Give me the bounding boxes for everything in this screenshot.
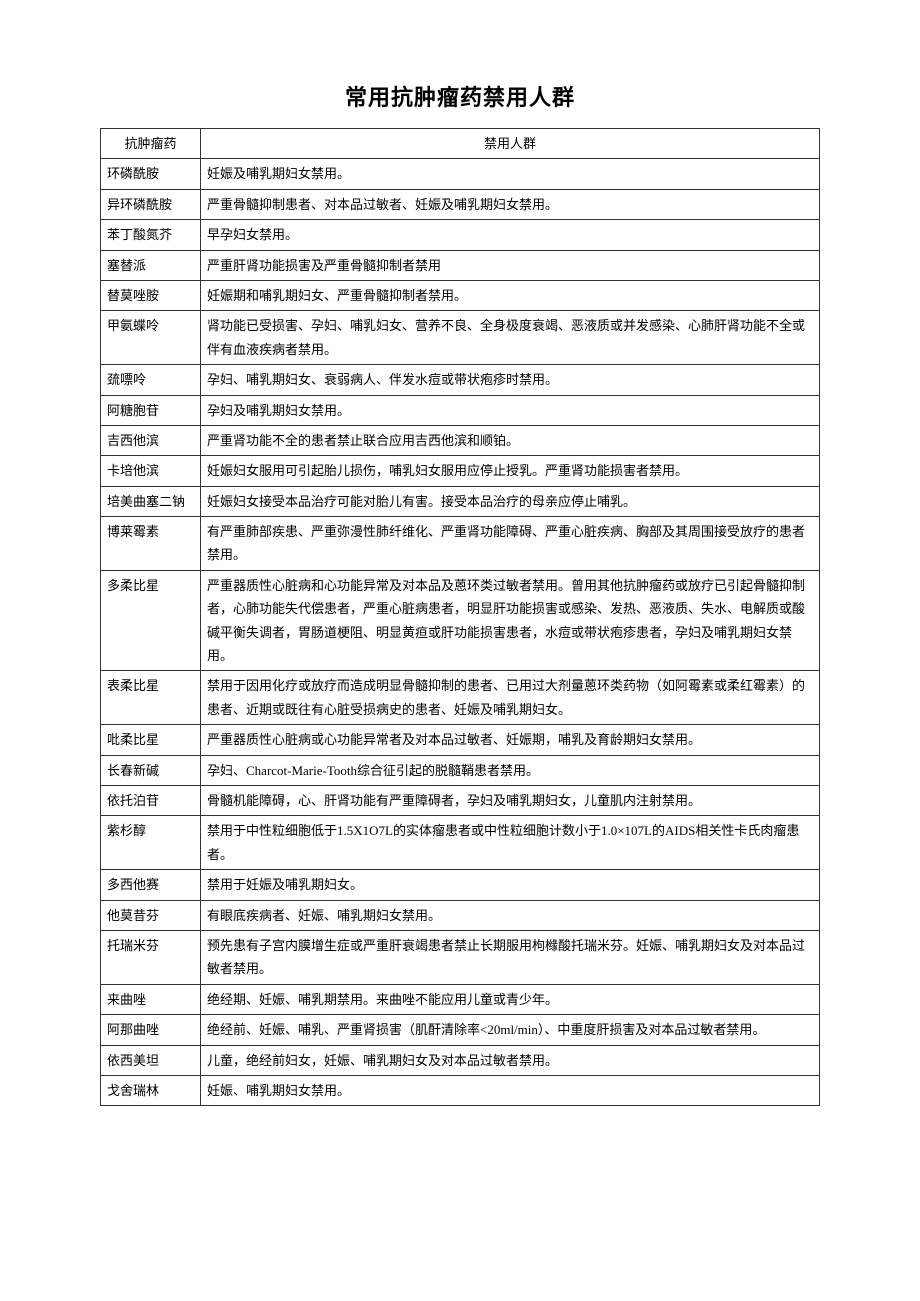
drug-name-cell: 吉西他滨: [101, 425, 201, 455]
table-row: 他莫昔芬有眼底疾病者、妊娠、哺乳期妇女禁用。: [101, 900, 820, 930]
table-row: 阿糖胞苷孕妇及哺乳期妇女禁用。: [101, 395, 820, 425]
drug-name-cell: 来曲唑: [101, 984, 201, 1014]
table-row: 来曲唑绝经期、妊娠、哺乳期禁用。来曲唑不能应用儿童或青少年。: [101, 984, 820, 1014]
contraindication-cell: 骨髓机能障碍，心、肝肾功能有严重障碍者，孕妇及哺乳期妇女，儿童肌内注射禁用。: [201, 785, 820, 815]
drug-name-cell: 塞替派: [101, 250, 201, 280]
drug-name-cell: 阿那曲唑: [101, 1015, 201, 1045]
contraindication-cell: 禁用于因用化疗或放疗而造成明显骨髓抑制的患者、已用过大剂量蒽环类药物（如阿霉素或…: [201, 671, 820, 725]
table-row: 博莱霉素有严重肺部疾患、严重弥漫性肺纤维化、严重肾功能障碍、严重心脏疾病、胸部及…: [101, 517, 820, 571]
contraindication-cell: 严重器质性心脏病和心功能异常及对本品及蒽环类过敏者禁用。曾用其他抗肿瘤药或放疗已…: [201, 570, 820, 671]
drug-name-cell: 多柔比星: [101, 570, 201, 671]
document-title: 常用抗肿瘤药禁用人群: [100, 80, 820, 112]
table-row: 托瑞米芬预先患有子宫内膜增生症或严重肝衰竭患者禁止长期服用枸橼酸托瑞米芬。妊娠、…: [101, 930, 820, 984]
contraindication-table: 抗肿瘤药 禁用人群 环磷酰胺妊娠及哺乳期妇女禁用。异环磷酰胺严重骨髓抑制患者、对…: [100, 128, 820, 1106]
drug-name-cell: 博莱霉素: [101, 517, 201, 571]
table-row: 紫杉醇禁用于中性粒细胞低于1.5X1O7L的实体瘤患者或中性粒细胞计数小于1.0…: [101, 816, 820, 870]
drug-name-cell: 环磷酰胺: [101, 159, 201, 189]
table-row: 苯丁酸氮芥早孕妇女禁用。: [101, 220, 820, 250]
table-row: 卡培他滨妊娠妇女服用可引起胎儿损伤，哺乳妇女服用应停止授乳。严重肾功能损害者禁用…: [101, 456, 820, 486]
drug-name-cell: 长春新碱: [101, 755, 201, 785]
drug-name-cell: 苯丁酸氮芥: [101, 220, 201, 250]
table-row: 培美曲塞二钠妊娠妇女接受本品治疗可能对胎儿有害。接受本品治疗的母亲应停止哺乳。: [101, 486, 820, 516]
contraindication-cell: 有严重肺部疾患、严重弥漫性肺纤维化、严重肾功能障碍、严重心脏疾病、胸部及其周围接…: [201, 517, 820, 571]
drug-name-cell: 阿糖胞苷: [101, 395, 201, 425]
drug-name-cell: 培美曲塞二钠: [101, 486, 201, 516]
contraindication-cell: 妊娠期和哺乳期妇女、严重骨髓抑制者禁用。: [201, 280, 820, 310]
drug-name-cell: 他莫昔芬: [101, 900, 201, 930]
table-row: 替莫唑胺妊娠期和哺乳期妇女、严重骨髓抑制者禁用。: [101, 280, 820, 310]
contraindication-cell: 绝经期、妊娠、哺乳期禁用。来曲唑不能应用儿童或青少年。: [201, 984, 820, 1014]
contraindication-cell: 严重肝肾功能损害及严重骨髓抑制者禁用: [201, 250, 820, 280]
contraindication-cell: 禁用于中性粒细胞低于1.5X1O7L的实体瘤患者或中性粒细胞计数小于1.0×10…: [201, 816, 820, 870]
contraindication-cell: 禁用于妊娠及哺乳期妇女。: [201, 870, 820, 900]
table-row: 依托泊苷骨髓机能障碍，心、肝肾功能有严重障碍者，孕妇及哺乳期妇女，儿童肌内注射禁…: [101, 785, 820, 815]
drug-name-cell: 卡培他滨: [101, 456, 201, 486]
contraindication-cell: 孕妇、Charcot-Marie-Tooth综合征引起的脱髓鞘患者禁用。: [201, 755, 820, 785]
contraindication-cell: 严重骨髓抑制患者、对本品过敏者、妊娠及哺乳期妇女禁用。: [201, 189, 820, 219]
drug-name-cell: 紫杉醇: [101, 816, 201, 870]
contraindication-cell: 预先患有子宫内膜增生症或严重肝衰竭患者禁止长期服用枸橼酸托瑞米芬。妊娠、哺乳期妇…: [201, 930, 820, 984]
drug-name-cell: 甲氨蝶呤: [101, 311, 201, 365]
table-row: 多西他赛禁用于妊娠及哺乳期妇女。: [101, 870, 820, 900]
table-row: 巯嘌呤孕妇、哺乳期妇女、衰弱病人、伴发水痘或带状疱疹时禁用。: [101, 365, 820, 395]
drug-name-cell: 吡柔比星: [101, 725, 201, 755]
drug-name-cell: 巯嘌呤: [101, 365, 201, 395]
contraindication-cell: 儿童，绝经前妇女，妊娠、哺乳期妇女及对本品过敏者禁用。: [201, 1045, 820, 1075]
table-row: 甲氨蝶呤肾功能已受损害、孕妇、哺乳妇女、营养不良、全身极度衰竭、恶液质或并发感染…: [101, 311, 820, 365]
contraindication-cell: 早孕妇女禁用。: [201, 220, 820, 250]
contraindication-cell: 肾功能已受损害、孕妇、哺乳妇女、营养不良、全身极度衰竭、恶液质或并发感染、心肺肝…: [201, 311, 820, 365]
table-row: 塞替派严重肝肾功能损害及严重骨髓抑制者禁用: [101, 250, 820, 280]
table-header-row: 抗肿瘤药 禁用人群: [101, 129, 820, 159]
header-contra: 禁用人群: [201, 129, 820, 159]
table-row: 长春新碱孕妇、Charcot-Marie-Tooth综合征引起的脱髓鞘患者禁用。: [101, 755, 820, 785]
table-row: 多柔比星严重器质性心脏病和心功能异常及对本品及蒽环类过敏者禁用。曾用其他抗肿瘤药…: [101, 570, 820, 671]
contraindication-cell: 有眼底疾病者、妊娠、哺乳期妇女禁用。: [201, 900, 820, 930]
contraindication-cell: 孕妇、哺乳期妇女、衰弱病人、伴发水痘或带状疱疹时禁用。: [201, 365, 820, 395]
contraindication-cell: 妊娠妇女服用可引起胎儿损伤，哺乳妇女服用应停止授乳。严重肾功能损害者禁用。: [201, 456, 820, 486]
table-row: 阿那曲唑绝经前、妊娠、哺乳、严重肾损害（肌酐清除率<20ml/min）、中重度肝…: [101, 1015, 820, 1045]
contraindication-cell: 妊娠妇女接受本品治疗可能对胎儿有害。接受本品治疗的母亲应停止哺乳。: [201, 486, 820, 516]
contraindication-cell: 绝经前、妊娠、哺乳、严重肾损害（肌酐清除率<20ml/min）、中重度肝损害及对…: [201, 1015, 820, 1045]
contraindication-cell: 妊娠及哺乳期妇女禁用。: [201, 159, 820, 189]
table-row: 异环磷酰胺严重骨髓抑制患者、对本品过敏者、妊娠及哺乳期妇女禁用。: [101, 189, 820, 219]
drug-name-cell: 依西美坦: [101, 1045, 201, 1075]
table-row: 依西美坦儿童，绝经前妇女，妊娠、哺乳期妇女及对本品过敏者禁用。: [101, 1045, 820, 1075]
contraindication-cell: 孕妇及哺乳期妇女禁用。: [201, 395, 820, 425]
table-row: 吡柔比星严重器质性心脏病或心功能异常者及对本品过敏者、妊娠期，哺乳及育龄期妇女禁…: [101, 725, 820, 755]
header-drug: 抗肿瘤药: [101, 129, 201, 159]
drug-name-cell: 多西他赛: [101, 870, 201, 900]
table-row: 表柔比星禁用于因用化疗或放疗而造成明显骨髓抑制的患者、已用过大剂量蒽环类药物（如…: [101, 671, 820, 725]
drug-name-cell: 依托泊苷: [101, 785, 201, 815]
table-row: 吉西他滨严重肾功能不全的患者禁止联合应用吉西他滨和顺铂。: [101, 425, 820, 455]
contraindication-cell: 严重器质性心脏病或心功能异常者及对本品过敏者、妊娠期，哺乳及育龄期妇女禁用。: [201, 725, 820, 755]
contraindication-cell: 妊娠、哺乳期妇女禁用。: [201, 1075, 820, 1105]
drug-name-cell: 替莫唑胺: [101, 280, 201, 310]
drug-name-cell: 托瑞米芬: [101, 930, 201, 984]
drug-name-cell: 表柔比星: [101, 671, 201, 725]
table-row: 戈舍瑞林妊娠、哺乳期妇女禁用。: [101, 1075, 820, 1105]
table-row: 环磷酰胺妊娠及哺乳期妇女禁用。: [101, 159, 820, 189]
drug-name-cell: 戈舍瑞林: [101, 1075, 201, 1105]
contraindication-cell: 严重肾功能不全的患者禁止联合应用吉西他滨和顺铂。: [201, 425, 820, 455]
drug-name-cell: 异环磷酰胺: [101, 189, 201, 219]
